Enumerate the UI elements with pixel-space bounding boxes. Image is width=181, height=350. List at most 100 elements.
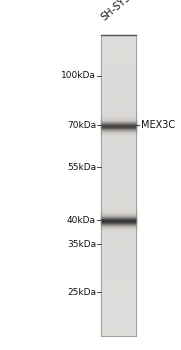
Bar: [101, 226, 136, 228]
Bar: [101, 94, 136, 95]
Bar: [101, 110, 136, 112]
Bar: [101, 180, 136, 181]
Bar: [101, 80, 136, 82]
Bar: [101, 279, 136, 280]
Bar: [101, 178, 136, 180]
Bar: [101, 301, 136, 303]
Bar: [101, 225, 136, 226]
Bar: [101, 43, 136, 44]
Bar: [101, 312, 136, 314]
Bar: [101, 206, 136, 208]
Bar: [101, 229, 136, 231]
Bar: [101, 208, 136, 210]
Bar: [101, 112, 136, 113]
Bar: [101, 40, 136, 41]
Bar: [101, 113, 136, 115]
Bar: [101, 195, 136, 196]
Bar: [101, 190, 136, 191]
Bar: [101, 152, 136, 154]
Bar: [101, 47, 136, 49]
Bar: [101, 295, 136, 297]
Bar: [101, 277, 136, 279]
Bar: [101, 306, 136, 307]
Bar: [101, 186, 136, 187]
Bar: [101, 318, 136, 320]
Bar: [101, 273, 136, 274]
Bar: [101, 204, 136, 205]
Bar: [101, 136, 136, 137]
Bar: [101, 109, 136, 110]
Bar: [101, 264, 136, 265]
Bar: [101, 333, 136, 335]
Bar: [101, 146, 136, 148]
Bar: [101, 70, 136, 71]
Bar: [101, 314, 136, 315]
Bar: [101, 270, 136, 271]
Bar: [101, 131, 136, 133]
Bar: [101, 326, 136, 327]
Bar: [101, 51, 136, 53]
Bar: [101, 127, 136, 128]
Bar: [101, 139, 136, 140]
Bar: [101, 289, 136, 291]
Bar: [101, 159, 136, 160]
Bar: [101, 92, 136, 94]
Bar: [101, 61, 136, 62]
Bar: [101, 151, 136, 152]
Bar: [101, 285, 136, 286]
Bar: [101, 149, 136, 151]
Bar: [101, 259, 136, 261]
Bar: [101, 115, 136, 116]
Bar: [101, 191, 136, 193]
Bar: [101, 282, 136, 284]
Bar: [101, 125, 136, 127]
Bar: [101, 66, 136, 68]
Bar: [101, 181, 136, 182]
Bar: [101, 321, 136, 322]
Bar: [101, 330, 136, 331]
Bar: [101, 240, 136, 241]
Bar: [101, 322, 136, 324]
Bar: [101, 144, 136, 145]
Bar: [101, 50, 136, 51]
Bar: [101, 116, 136, 118]
Bar: [101, 253, 136, 255]
Bar: [101, 88, 136, 89]
Bar: [101, 261, 136, 262]
Bar: [101, 304, 136, 306]
Bar: [101, 68, 136, 70]
Bar: [101, 172, 136, 174]
Text: 40kDa: 40kDa: [67, 216, 96, 225]
Bar: [101, 169, 136, 170]
Bar: [101, 187, 136, 189]
Bar: [101, 256, 136, 258]
Bar: [101, 175, 136, 176]
Bar: [101, 104, 136, 106]
Bar: [101, 249, 136, 250]
Bar: [101, 297, 136, 298]
Bar: [101, 164, 136, 166]
Bar: [101, 327, 136, 328]
Bar: [101, 196, 136, 197]
Bar: [101, 101, 136, 103]
Bar: [101, 276, 136, 277]
Bar: [101, 65, 136, 66]
Bar: [101, 89, 136, 91]
Bar: [101, 166, 136, 167]
Bar: [101, 197, 136, 199]
Bar: [101, 91, 136, 92]
Bar: [101, 103, 136, 104]
Bar: [101, 237, 136, 238]
Bar: [101, 241, 136, 243]
Bar: [101, 161, 136, 163]
Bar: [101, 199, 136, 201]
Bar: [101, 201, 136, 202]
Bar: [101, 124, 136, 125]
Bar: [101, 142, 136, 143]
Bar: [101, 163, 136, 164]
Bar: [101, 44, 136, 46]
Bar: [101, 83, 136, 85]
Bar: [101, 324, 136, 326]
Bar: [101, 160, 136, 161]
Bar: [101, 137, 136, 139]
